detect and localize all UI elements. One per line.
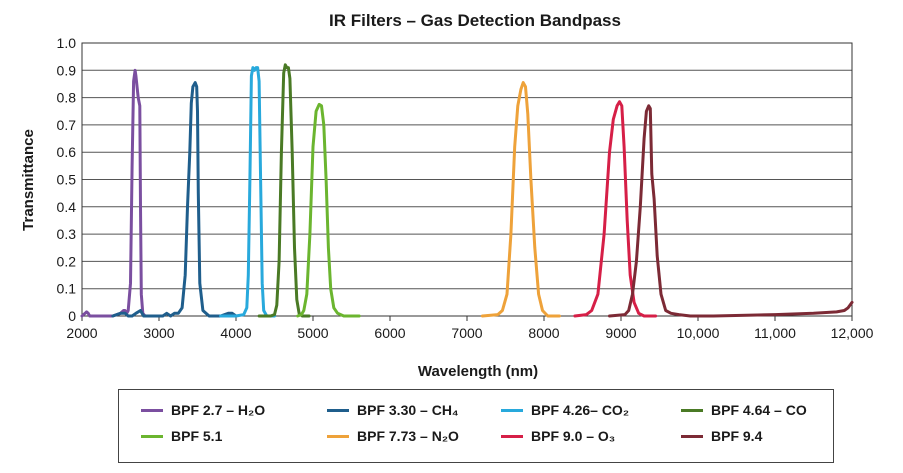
legend-swatch	[327, 434, 349, 438]
legend-swatch	[681, 434, 703, 438]
legend-label: BPF 4.64 – CO	[711, 402, 807, 418]
x-tick-label: 9000	[605, 325, 636, 341]
x-tick-label: 6000	[374, 325, 405, 341]
chart-svg: IR Filters – Gas Detection Bandpass 0 0.1…	[20, 11, 874, 380]
series-line-5	[296, 102, 361, 318]
x-tick-label: 8000	[528, 325, 559, 341]
y-tick-label: 0.5	[57, 172, 77, 188]
x-tick-label: 11,000	[754, 325, 796, 341]
x-tick-label: 4000	[220, 325, 251, 341]
series-line-6	[480, 81, 561, 318]
y-tick-label: 0.4	[57, 199, 77, 215]
y-tick-label: 1.0	[57, 35, 77, 51]
series-line-3	[219, 66, 276, 318]
axes: 0 0.1 0.2 0.3 0.4 0.5 0.6 0.7 0.8 0.9 1.0 2000 3000 4…	[57, 35, 874, 341]
y-tick-label: 0.7	[57, 117, 77, 133]
y-tick-label: 0.9	[57, 62, 77, 78]
x-tick-label: 7000	[451, 325, 482, 341]
legend-item: BPF 7.73 – N₂O	[327, 428, 459, 444]
chart-title: IR Filters – Gas Detection Bandpass	[329, 11, 621, 30]
series-line-8	[608, 104, 854, 318]
y-tick-label: 0.1	[57, 281, 77, 297]
legend-swatch	[681, 408, 703, 412]
legend-item: BPF 5.1	[141, 428, 222, 444]
y-tick-label: 0.6	[57, 144, 77, 160]
y-tick-label: 0.8	[57, 90, 77, 106]
series-group	[80, 63, 854, 318]
legend-item: BPF 3.30 – CH₄	[327, 402, 459, 418]
legend-label: BPF 7.73 – N₂O	[357, 428, 459, 444]
y-axis-label: Transmittance	[20, 129, 37, 231]
series-line-1	[80, 68, 153, 318]
legend-swatch	[327, 408, 349, 412]
legend-item: BPF 9.0 – O₃	[501, 428, 615, 444]
y-tick-label: 0	[68, 308, 76, 324]
series-line-4	[257, 63, 311, 318]
x-axis-label: Wavelength (nm)	[418, 363, 538, 380]
x-tick-label: 3000	[143, 325, 174, 341]
series-line-7	[573, 100, 658, 318]
x-tick-label: 2000	[66, 325, 97, 341]
legend-swatch	[501, 434, 523, 438]
x-tick-label: 12,000	[831, 325, 874, 341]
y-tick-label: 0.3	[57, 226, 77, 242]
legend-label: BPF 2.7 – H₂O	[171, 402, 266, 418]
x-tick-label: 10,000	[677, 325, 720, 341]
legend-swatch	[501, 408, 523, 412]
legend-label: BPF 5.1	[171, 428, 223, 444]
legend: BPF 2.7 – H₂O BPF 3.30 – CH₄ BPF 4.26– CO₂…	[118, 389, 834, 463]
legend-swatch	[141, 408, 163, 412]
legend-item: BPF 9.4	[681, 428, 762, 444]
legend-item: BPF 4.26– CO₂	[501, 402, 629, 418]
legend-label: BPF 3.30 – CH₄	[357, 402, 459, 418]
legend-label: BPF 9.4	[711, 428, 763, 444]
x-tick-label: 5000	[297, 325, 328, 341]
y-tick-label: 0.2	[57, 253, 77, 269]
legend-label: BPF 4.26– CO₂	[531, 402, 630, 418]
legend-swatch	[141, 434, 163, 438]
legend-item: BPF 4.64 – CO	[681, 402, 807, 418]
series-line-2	[111, 81, 238, 318]
legend-label: BPF 9.0 – O₃	[531, 428, 616, 444]
legend-item: BPF 2.7 – H₂O	[141, 402, 265, 418]
